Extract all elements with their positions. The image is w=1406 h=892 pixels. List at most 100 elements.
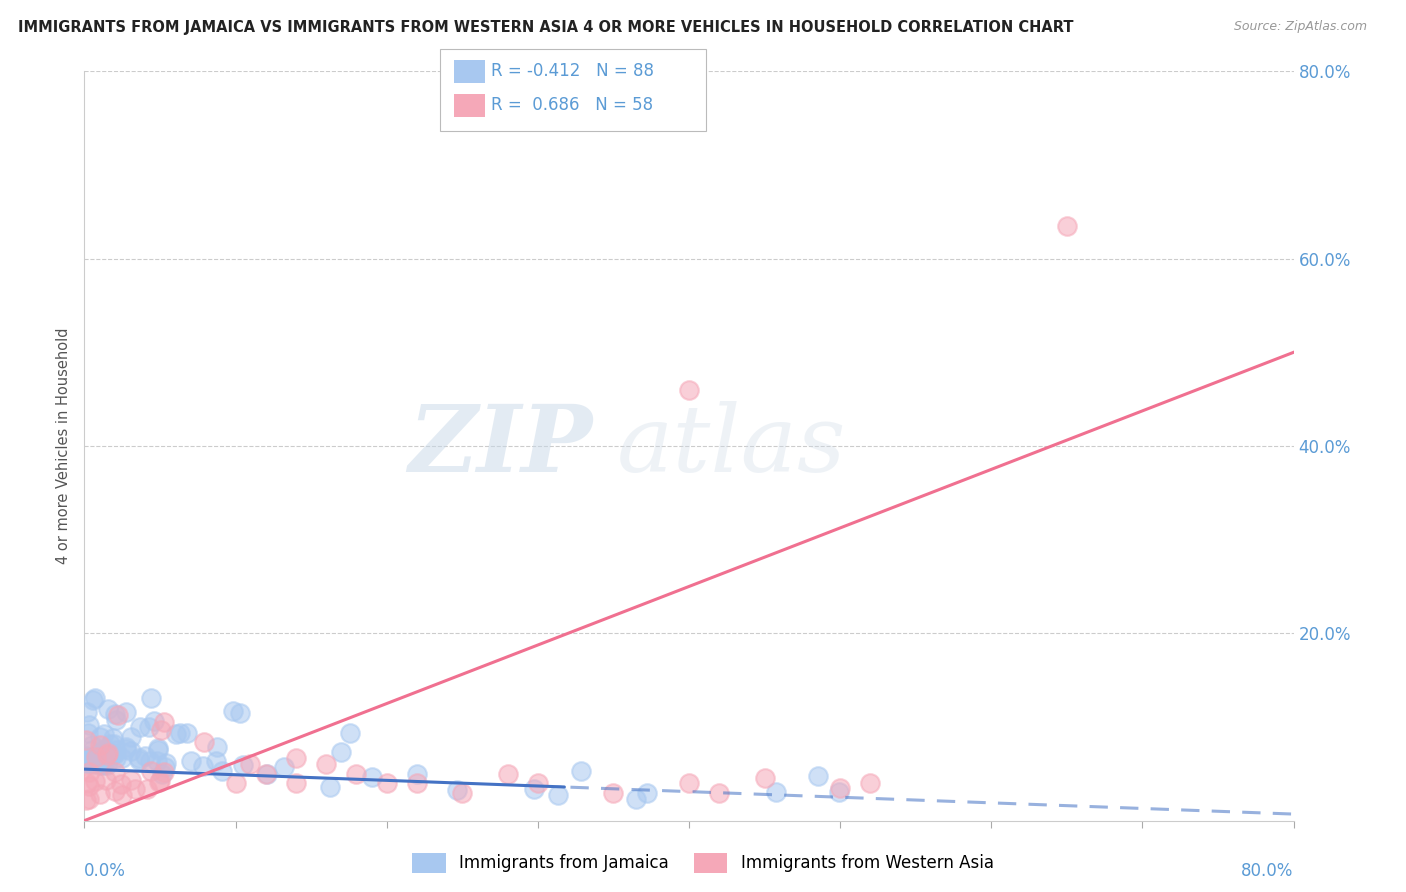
Point — [446, 783, 468, 797]
Point — [107, 707, 129, 722]
Point — [89, 730, 111, 744]
Point — [207, 740, 229, 755]
Point — [83, 750, 105, 764]
Point — [128, 753, 150, 767]
Point — [100, 746, 122, 760]
Point — [150, 723, 173, 737]
Point — [285, 751, 308, 765]
Point — [318, 780, 340, 794]
Point — [225, 776, 247, 790]
Point — [114, 742, 136, 756]
Point — [148, 774, 170, 789]
Point — [678, 776, 700, 790]
Point — [285, 776, 308, 790]
Point — [82, 755, 104, 769]
Y-axis label: 4 or more Vehicles in Household: 4 or more Vehicles in Household — [56, 327, 72, 565]
Point — [93, 746, 115, 760]
Point — [239, 757, 262, 772]
Point — [193, 735, 215, 749]
Point — [134, 749, 156, 764]
Point — [636, 786, 658, 800]
Point — [165, 727, 187, 741]
Point — [91, 753, 114, 767]
Point — [602, 786, 624, 800]
Point — [150, 767, 173, 781]
Point — [148, 743, 170, 757]
Point — [149, 773, 172, 788]
Text: ZIP: ZIP — [408, 401, 592, 491]
Point — [315, 757, 337, 772]
Point — [96, 748, 118, 763]
Point — [103, 731, 125, 745]
Point — [256, 767, 278, 781]
Point — [406, 767, 429, 781]
Point — [139, 755, 162, 769]
Point — [89, 739, 111, 753]
Point — [89, 787, 111, 801]
Point — [87, 750, 110, 764]
Point — [111, 751, 134, 765]
Point — [93, 751, 115, 765]
Point — [82, 757, 104, 772]
Point — [120, 730, 142, 744]
Point — [111, 788, 134, 802]
Point — [110, 777, 132, 791]
Point — [115, 705, 138, 719]
Point — [77, 792, 100, 806]
Point — [142, 714, 165, 728]
Point — [76, 725, 98, 739]
Point — [75, 748, 97, 763]
Point — [152, 765, 174, 780]
Point — [90, 753, 112, 767]
Text: 80.0%: 80.0% — [1241, 862, 1294, 880]
Point — [76, 756, 98, 771]
Point — [135, 782, 157, 797]
Text: atlas: atlas — [616, 401, 846, 491]
Point — [193, 759, 215, 773]
Point — [94, 756, 117, 770]
Point — [104, 713, 127, 727]
Point — [211, 764, 233, 778]
Point — [83, 690, 105, 705]
Point — [254, 767, 277, 781]
Point — [76, 775, 98, 789]
Point — [97, 702, 120, 716]
Point — [451, 786, 474, 800]
Text: R =  0.686   N = 58: R = 0.686 N = 58 — [491, 96, 652, 114]
Point — [339, 726, 361, 740]
Point — [120, 772, 142, 787]
Point — [569, 764, 592, 779]
Point — [84, 774, 107, 789]
Point — [104, 783, 127, 797]
Point — [361, 770, 384, 784]
Point — [89, 757, 111, 772]
Point — [222, 704, 245, 718]
Point — [105, 743, 128, 757]
Point — [624, 791, 647, 805]
Point — [169, 726, 191, 740]
Text: R = -0.412   N = 88: R = -0.412 N = 88 — [491, 62, 654, 80]
Point — [828, 785, 851, 799]
Point — [330, 745, 353, 759]
Point — [80, 739, 103, 753]
Point — [90, 756, 112, 771]
Point — [859, 776, 882, 790]
Point — [80, 742, 103, 756]
Point — [76, 705, 98, 719]
Point — [89, 745, 111, 759]
Point — [98, 737, 121, 751]
Point — [547, 788, 569, 802]
Point — [104, 765, 127, 780]
Point — [406, 776, 429, 790]
Point — [91, 758, 114, 772]
Point — [754, 772, 776, 786]
Point — [1056, 219, 1078, 233]
Point — [146, 754, 169, 768]
Point — [139, 764, 162, 779]
Point — [103, 747, 125, 761]
Point — [94, 741, 117, 756]
Point — [765, 785, 787, 799]
Text: Source: ZipAtlas.com: Source: ZipAtlas.com — [1233, 20, 1367, 33]
Point — [97, 745, 120, 759]
Point — [155, 760, 177, 774]
